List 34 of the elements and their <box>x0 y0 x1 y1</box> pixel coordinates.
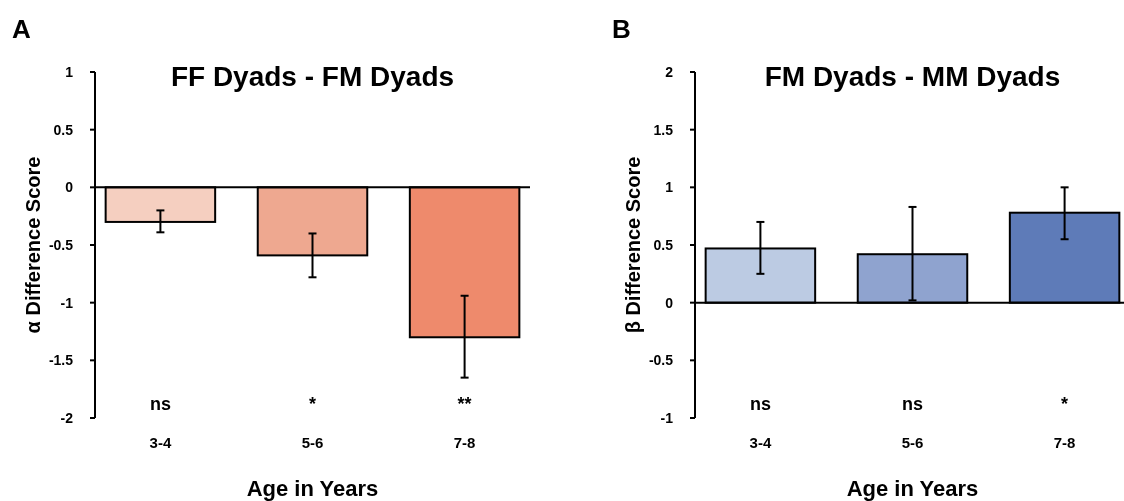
y-axis-title: α Difference Score <box>22 156 44 334</box>
y-tick-label: -0.5 <box>48 236 74 253</box>
chart-title: FM Dyads - MM Dyads <box>764 61 1061 92</box>
y-tick-label: -1 <box>60 294 74 311</box>
y-tick-label: 1 <box>665 179 674 196</box>
chart-title: FF Dyads - FM Dyads <box>170 61 455 92</box>
annotation: ns <box>901 394 924 415</box>
y-axis-title: β Difference Score <box>622 156 644 334</box>
y-tick-label: 0.5 <box>53 121 74 138</box>
y-tick-label: 1.5 <box>653 121 674 138</box>
y-tick-label: -2 <box>60 409 74 426</box>
annotation: * <box>308 394 317 415</box>
annotation: ns <box>749 394 771 415</box>
annotation: * <box>1061 394 1069 415</box>
y-tick-label: -1 <box>660 409 674 426</box>
y-tick-label: 0 <box>65 179 74 196</box>
x-tick-label: 5-6 <box>301 434 324 451</box>
x-axis-title: Age in Years <box>246 476 379 501</box>
x-tick-label: 3-4 <box>149 434 172 451</box>
x-tick-label: 3-4 <box>749 434 772 451</box>
y-tick-label: 0 <box>665 294 674 311</box>
annotation: ns <box>149 394 171 415</box>
x-tick-label: 5-6 <box>901 434 924 451</box>
y-tick-label: -0.5 <box>648 352 674 369</box>
text: A <box>12 14 31 44</box>
x-axis-title: Age in Years <box>846 476 979 501</box>
y-tick-label: 0.5 <box>653 236 674 253</box>
y-tick-label: 2 <box>665 63 674 80</box>
y-tick-label: -1.5 <box>48 352 74 369</box>
y-tick-label: 1 <box>65 63 74 80</box>
x-tick-label: 7-8 <box>1053 434 1076 451</box>
annotation: ** <box>457 394 472 415</box>
text: B <box>612 14 631 44</box>
x-tick-label: 7-8 <box>453 434 476 451</box>
